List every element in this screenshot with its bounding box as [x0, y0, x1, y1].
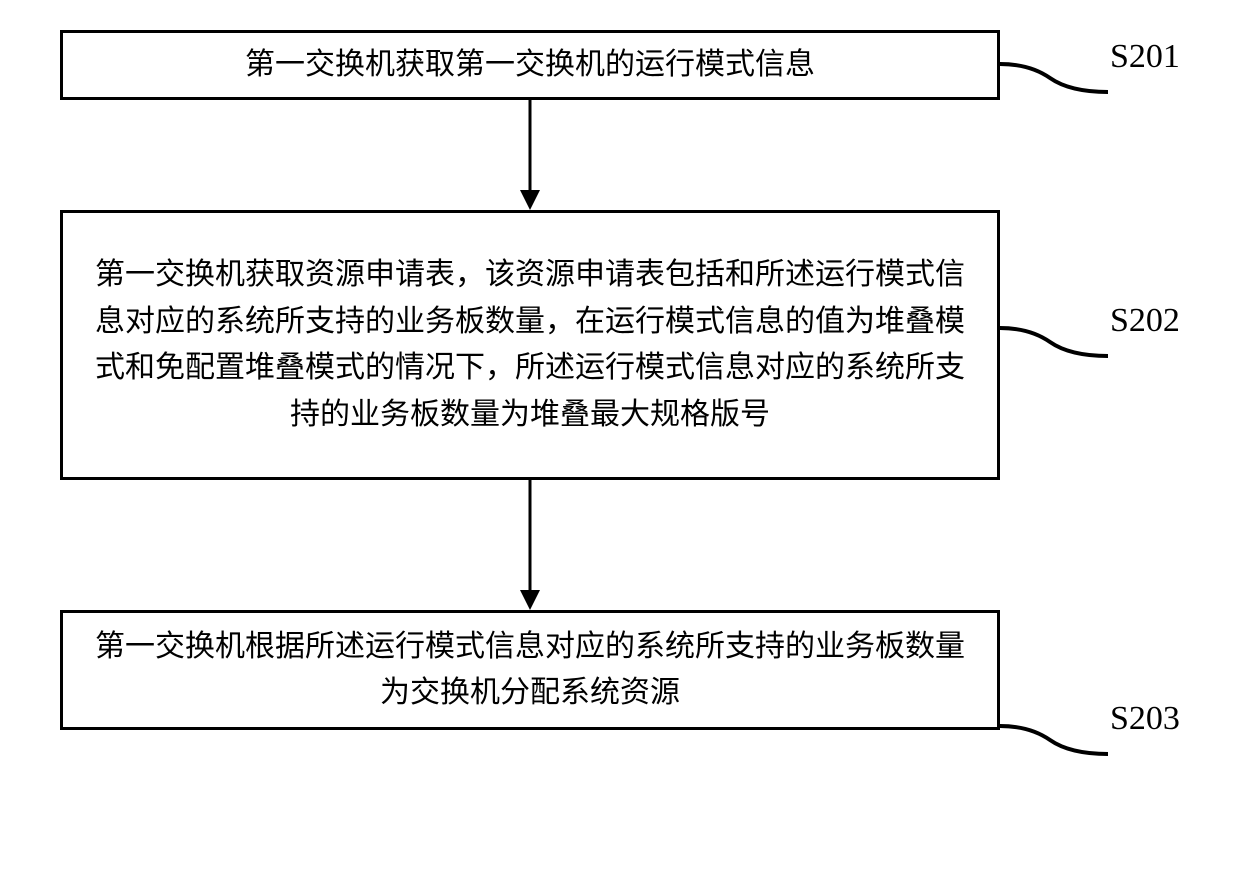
step-box-s203: 第一交换机根据所述运行模式信息对应的系统所支持的业务板数量为交换机分配系统资源	[60, 610, 1000, 730]
connector-s202	[1000, 316, 1115, 366]
step-box-s201: 第一交换机获取第一交换机的运行模式信息	[60, 30, 1000, 100]
step-label-s202: S202	[1110, 302, 1180, 340]
step-text-s201: 第一交换机获取第一交换机的运行模式信息	[245, 42, 815, 89]
step-text-s203: 第一交换机根据所述运行模式信息对应的系统所支持的业务板数量为交换机分配系统资源	[83, 624, 977, 717]
step-box-s202: 第一交换机获取资源申请表，该资源申请表包括和所述运行模式信息对应的系统所支持的业…	[60, 210, 1000, 480]
step-text-s202: 第一交换机获取资源申请表，该资源申请表包括和所述运行模式信息对应的系统所支持的业…	[83, 252, 977, 438]
step-label-s201: S201	[1110, 38, 1180, 76]
flowchart-container: 第一交换机获取第一交换机的运行模式信息 第一交换机获取资源申请表，该资源申请表包…	[60, 30, 1040, 730]
connector-s201	[1000, 52, 1115, 102]
connector-s203	[1000, 714, 1115, 764]
arrow-2	[60, 480, 1000, 610]
step-label-s203: S203	[1110, 700, 1180, 738]
arrow-1	[60, 100, 1000, 210]
